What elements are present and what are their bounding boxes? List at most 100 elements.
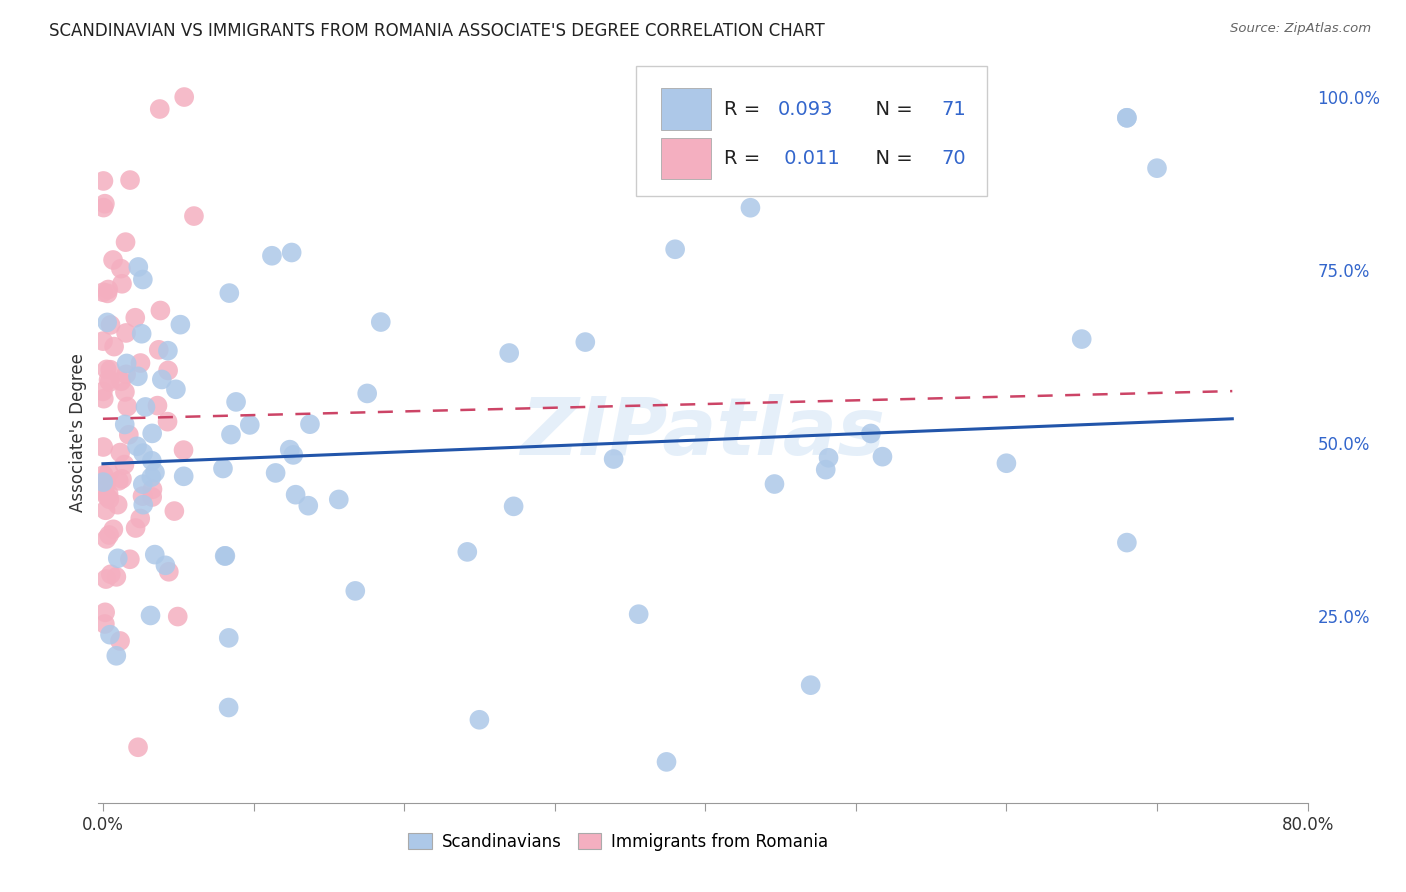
Point [859,426,882,441]
Y-axis label: Associate's Degree: Associate's Degree [69,353,87,512]
Point [96,286,118,301]
Point [1070,332,1092,346]
Legend: Scandinavians, Immigrants from Romania: Scandinavians, Immigrants from Romania [402,826,835,857]
Point [110,445,132,459]
Point [132,477,155,491]
Point [169,318,191,332]
Point [214,549,236,563]
Point [94,605,117,619]
Point [91,484,114,499]
Point [94,196,117,211]
Point [574,334,596,349]
Point [165,382,187,396]
Point [127,369,149,384]
Point [110,374,132,388]
Point [157,565,180,579]
Text: N =: N = [863,100,918,119]
Point [91,334,114,348]
Point [225,395,247,409]
Text: Source: ZipAtlas.com: Source: ZipAtlas.com [1230,22,1371,36]
Point [173,90,195,104]
Point [218,286,240,301]
Point [1115,111,1137,125]
Point [96,532,118,546]
Point [218,631,240,645]
Point [98,375,121,389]
Point [763,477,786,491]
Point [166,609,188,624]
Point [115,368,138,382]
Point [94,617,117,632]
Point [91,285,114,300]
Point [143,548,166,562]
Point [93,174,115,188]
Point [103,522,125,536]
Point [110,261,132,276]
Point [149,303,172,318]
Point [278,442,301,457]
Point [214,549,236,563]
Point [344,583,367,598]
Point [114,458,136,472]
Point [498,346,520,360]
Point [456,545,478,559]
Point [183,209,205,223]
Point [91,384,114,399]
Point [239,417,262,432]
Point [163,504,186,518]
Point [218,700,240,714]
Point [107,551,129,566]
Point [114,384,136,399]
Point [115,326,138,340]
Point [146,399,169,413]
FancyBboxPatch shape [661,138,711,179]
Point [143,466,166,480]
Point [264,466,287,480]
Point [107,498,129,512]
Point [134,400,156,414]
Point [740,201,762,215]
Text: R =: R = [724,100,766,119]
Point [219,427,242,442]
Point [283,448,305,462]
Point [105,648,128,663]
Point [97,466,120,480]
FancyBboxPatch shape [637,66,987,195]
Point [100,318,122,332]
Text: 0.011: 0.011 [778,149,839,169]
Point [284,488,307,502]
Point [91,440,114,454]
Point [124,521,146,535]
Point [97,486,120,500]
Point [131,326,153,341]
Point [141,483,163,497]
Point [156,415,179,429]
Point [502,500,524,514]
Point [149,102,172,116]
Point [173,443,195,458]
Point [814,463,837,477]
Text: N =: N = [863,149,918,169]
Point [98,628,121,642]
Point [150,372,173,386]
Point [96,489,118,503]
Point [148,343,170,357]
Point [129,356,152,370]
Point [141,470,163,484]
Point [97,283,120,297]
Text: ZIPatlas: ZIPatlas [520,393,886,472]
Text: 71: 71 [941,100,966,119]
Point [356,386,378,401]
Point [664,242,686,256]
Point [141,490,163,504]
Point [101,252,124,267]
Point [94,503,117,517]
Point [602,452,624,467]
Point [103,340,125,354]
Point [129,511,152,525]
Point [872,450,894,464]
Point [111,472,134,486]
Point [98,528,121,542]
Point [141,426,163,441]
Text: 0.093: 0.093 [778,100,834,119]
